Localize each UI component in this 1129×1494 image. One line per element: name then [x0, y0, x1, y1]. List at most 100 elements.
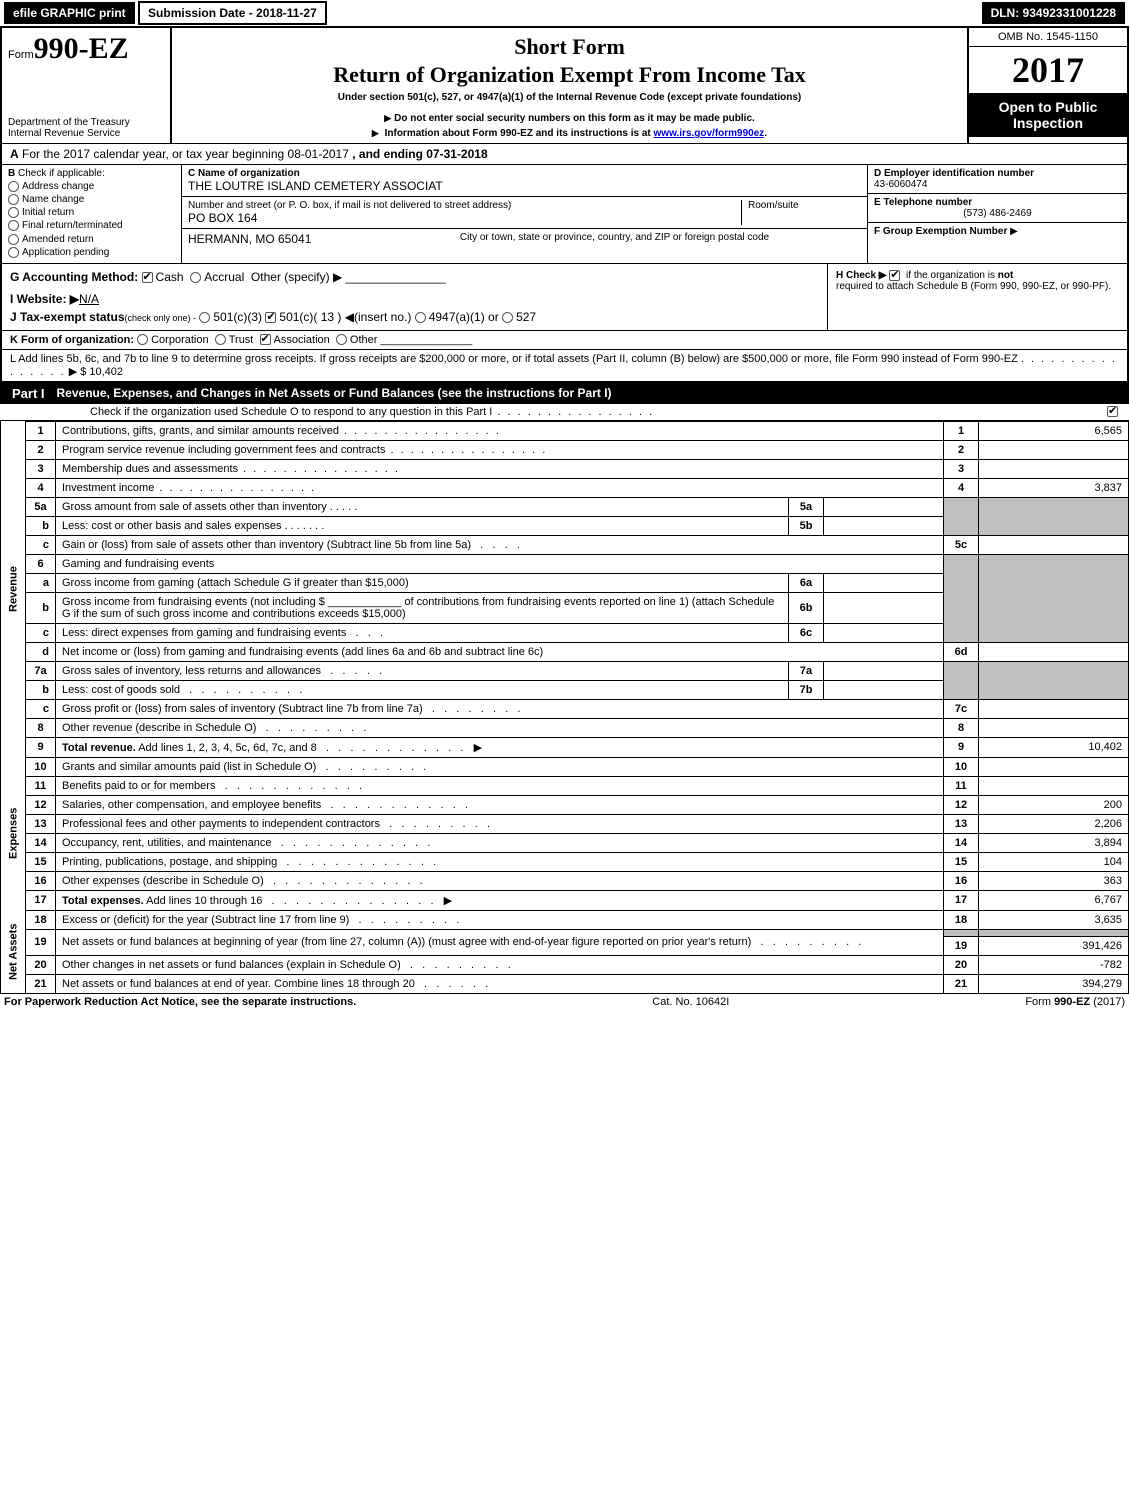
val-21: 394,279	[979, 974, 1129, 993]
form-number: 990-EZ	[34, 32, 129, 65]
val-17: 6,767	[979, 890, 1129, 910]
g-label: G Accounting Method:	[10, 270, 138, 284]
val-9: 10,402	[979, 737, 1129, 757]
val-10	[979, 757, 1129, 776]
org-name: THE LOUTRE ISLAND CEMETERY ASSOCIAT	[188, 179, 861, 193]
e-label: E Telephone number	[874, 197, 972, 208]
form-prefix: Form	[8, 49, 34, 61]
g-cash-check[interactable]	[142, 272, 153, 283]
header-center: Short Form Return of Organization Exempt…	[172, 28, 967, 143]
omb-number: OMB No. 1545-1150	[969, 28, 1127, 47]
val-6d	[979, 642, 1129, 661]
room-label: Room/suite	[748, 200, 861, 211]
part1-label: Part I	[0, 383, 57, 404]
part1-title: Revenue, Expenses, and Changes in Net As…	[57, 383, 612, 403]
c-name-row: C Name of organization THE LOUTRE ISLAND…	[182, 165, 867, 197]
chk-final[interactable]: Final return/terminated	[8, 220, 175, 231]
dln: DLN: 93492331001228	[982, 2, 1125, 24]
street-label: Number and street (or P. O. box, if mail…	[188, 200, 741, 211]
chk-pending[interactable]: Application pending	[8, 247, 175, 258]
val-5c	[979, 535, 1129, 554]
footer-mid: Cat. No. 10642I	[652, 996, 729, 1008]
submission-date: Submission Date - 2018-11-27	[138, 1, 327, 25]
part1-sub: Check if the organization used Schedule …	[0, 404, 1129, 421]
val-7c	[979, 699, 1129, 718]
col-c: C Name of organization THE LOUTRE ISLAND…	[182, 165, 867, 263]
j-row: J Tax-exempt status(check only one) - 50…	[10, 310, 819, 324]
chk-address[interactable]: Address change	[8, 181, 175, 192]
lines-table: Revenue 1 Contributions, gifts, grants, …	[0, 421, 1129, 994]
val-15: 104	[979, 852, 1129, 871]
block-bcdef: B Check if applicable: Address change Na…	[2, 165, 1127, 264]
footer-right: Form 990-EZ (2017)	[1025, 996, 1125, 1008]
val-19: 391,426	[979, 936, 1129, 955]
tax-year: 2017	[969, 47, 1127, 93]
k-other[interactable]	[336, 334, 347, 345]
val-20: -782	[979, 955, 1129, 974]
return-title: Return of Organization Exempt From Incom…	[182, 62, 957, 88]
f-label: F Group Exemption Number	[874, 226, 1007, 237]
g-row: G Accounting Method: Cash Accrual Other …	[10, 270, 819, 284]
irs: Internal Revenue Service	[8, 128, 164, 139]
g-accrual-check[interactable]	[190, 272, 201, 283]
dept-treasury: Department of the Treasury	[8, 117, 164, 128]
top-bar: efile GRAPHIC print Submission Date - 20…	[0, 0, 1129, 26]
schedule-o-check[interactable]	[1107, 406, 1118, 417]
f-row: F Group Exemption Number ▶	[868, 223, 1127, 240]
revenue-label: Revenue	[1, 421, 26, 757]
e-row: E Telephone number (573) 486-2469	[868, 194, 1127, 223]
footer-left: For Paperwork Reduction Act Notice, see …	[4, 996, 356, 1008]
ending-text: , and ending 07-31-2018	[352, 147, 487, 161]
k-label: K Form of organization:	[10, 334, 134, 346]
j-501c[interactable]	[265, 312, 276, 323]
val-18: 3,635	[979, 910, 1129, 929]
form-header: Form990-EZ Department of the Treasury In…	[0, 26, 1129, 143]
chk-initial[interactable]: Initial return	[8, 207, 175, 218]
c-street-row: Number and street (or P. O. box, if mail…	[182, 197, 867, 229]
phone: (573) 486-2469	[874, 208, 1121, 219]
val-12: 200	[979, 795, 1129, 814]
val-4: 3,837	[979, 478, 1129, 497]
header-left: Form990-EZ Department of the Treasury In…	[2, 28, 172, 143]
k-trust[interactable]	[215, 334, 226, 345]
chk-amended[interactable]: Amended return	[8, 234, 175, 245]
ln-1: 1	[26, 421, 56, 440]
identity-section: A For the 2017 calendar year, or tax yea…	[0, 143, 1129, 383]
city-label: City or town, state or province, country…	[368, 232, 861, 246]
k-assoc[interactable]	[260, 334, 271, 345]
g-other: Other (specify) ▶	[251, 270, 342, 284]
val-3	[979, 459, 1129, 478]
h-row: H Check ▶ if the organization is not req…	[827, 264, 1127, 330]
c-city-row: HERMANN, MO 65041 City or town, state or…	[182, 229, 867, 249]
h-label: H Check ▶	[836, 270, 886, 281]
d-row: D Employer identification number 43-6060…	[868, 165, 1127, 194]
street: PO BOX 164	[188, 211, 741, 225]
f-arrow: ▶	[1010, 226, 1018, 237]
efile-button[interactable]: efile GRAPHIC print	[4, 2, 135, 24]
chk-name[interactable]: Name change	[8, 194, 175, 205]
ghi-left: G Accounting Method: Cash Accrual Other …	[2, 264, 827, 330]
j-527[interactable]	[502, 312, 513, 323]
info-link[interactable]: www.irs.gov/form990ez	[654, 128, 765, 139]
val-13: 2,206	[979, 814, 1129, 833]
k-row: K Form of organization: Corporation Trus…	[2, 331, 1127, 350]
l-text: L Add lines 5b, 6c, and 7b to line 9 to …	[10, 353, 1018, 365]
expenses-label: Expenses	[1, 757, 26, 910]
open-public: Open to Public Inspection	[969, 93, 1127, 137]
website: N/A	[79, 292, 99, 306]
short-form-title: Short Form	[182, 34, 957, 60]
part1-header: Part I Revenue, Expenses, and Changes in…	[0, 383, 1129, 404]
col-b: B Check if applicable: Address change Na…	[2, 165, 182, 263]
h-check[interactable]	[889, 270, 900, 281]
val-1: 6,565	[979, 421, 1129, 440]
val-16: 363	[979, 871, 1129, 890]
calendar-text: For the 2017 calendar year, or tax year …	[22, 147, 349, 161]
row-a: A For the 2017 calendar year, or tax yea…	[2, 144, 1127, 165]
city: HERMANN, MO 65041	[188, 232, 368, 246]
netassets-label: Net Assets	[1, 910, 26, 993]
i-row: I Website: ▶N/A	[10, 292, 819, 306]
info-line: Information about Form 990-EZ and its in…	[182, 128, 957, 139]
j-4947[interactable]	[415, 312, 426, 323]
k-corp[interactable]	[137, 334, 148, 345]
j-501c3[interactable]	[199, 312, 210, 323]
